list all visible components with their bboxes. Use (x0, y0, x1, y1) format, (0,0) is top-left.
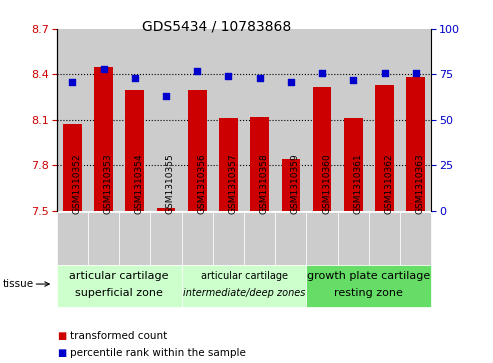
Text: transformed count: transformed count (70, 331, 168, 341)
Bar (219, 118, 238, 211)
Bar (119, 29, 150, 211)
Bar (400, 29, 431, 211)
Text: GSM1310361: GSM1310361 (353, 154, 362, 214)
Text: tissue: tissue (2, 279, 34, 289)
Text: GSM1310359: GSM1310359 (291, 154, 300, 214)
Bar (181, 29, 213, 211)
Point (131, 75, 139, 81)
Text: ■: ■ (57, 348, 66, 358)
Text: GSM1310352: GSM1310352 (72, 154, 81, 214)
Text: ■: ■ (57, 331, 66, 341)
Bar (94, 67, 113, 211)
Point (256, 75, 264, 81)
Text: GSM1310363: GSM1310363 (416, 154, 425, 214)
Point (162, 93, 170, 99)
Bar (282, 159, 300, 211)
Point (193, 68, 201, 74)
Bar (375, 85, 394, 211)
Text: articular cartilage: articular cartilage (201, 271, 287, 281)
Bar (344, 118, 363, 211)
Point (100, 66, 107, 72)
Text: GSM1310353: GSM1310353 (104, 154, 112, 214)
Text: GDS5434 / 10783868: GDS5434 / 10783868 (142, 20, 291, 34)
Bar (338, 29, 369, 211)
Text: GSM1310362: GSM1310362 (385, 154, 393, 214)
Point (318, 70, 326, 76)
Bar (313, 86, 331, 211)
Bar (213, 29, 244, 211)
Text: GSM1310356: GSM1310356 (197, 154, 206, 214)
Bar (369, 29, 400, 211)
Text: growth plate cartilage: growth plate cartilage (307, 271, 430, 281)
Bar (188, 90, 207, 211)
Point (287, 79, 295, 85)
Point (350, 77, 357, 83)
Text: GSM1310357: GSM1310357 (228, 154, 238, 214)
Bar (57, 29, 88, 211)
Point (412, 70, 420, 76)
Text: articular cartilage: articular cartilage (70, 271, 169, 281)
Text: GSM1310354: GSM1310354 (135, 154, 144, 214)
Bar (157, 208, 176, 211)
Point (381, 70, 388, 76)
Text: GSM1310355: GSM1310355 (166, 154, 175, 214)
Point (69, 79, 76, 85)
Text: resting zone: resting zone (334, 288, 403, 298)
Bar (307, 29, 338, 211)
Bar (244, 29, 275, 211)
Bar (275, 29, 307, 211)
Bar (88, 29, 119, 211)
Bar (63, 124, 82, 211)
Text: GSM1310360: GSM1310360 (322, 154, 331, 214)
Bar (250, 117, 269, 211)
Text: intermediate/deep zones: intermediate/deep zones (183, 288, 305, 298)
Point (224, 73, 232, 79)
Bar (125, 90, 144, 211)
Bar (406, 77, 425, 211)
Text: percentile rank within the sample: percentile rank within the sample (70, 348, 246, 358)
Bar (150, 29, 181, 211)
Text: superficial zone: superficial zone (75, 288, 163, 298)
Text: GSM1310358: GSM1310358 (260, 154, 269, 214)
